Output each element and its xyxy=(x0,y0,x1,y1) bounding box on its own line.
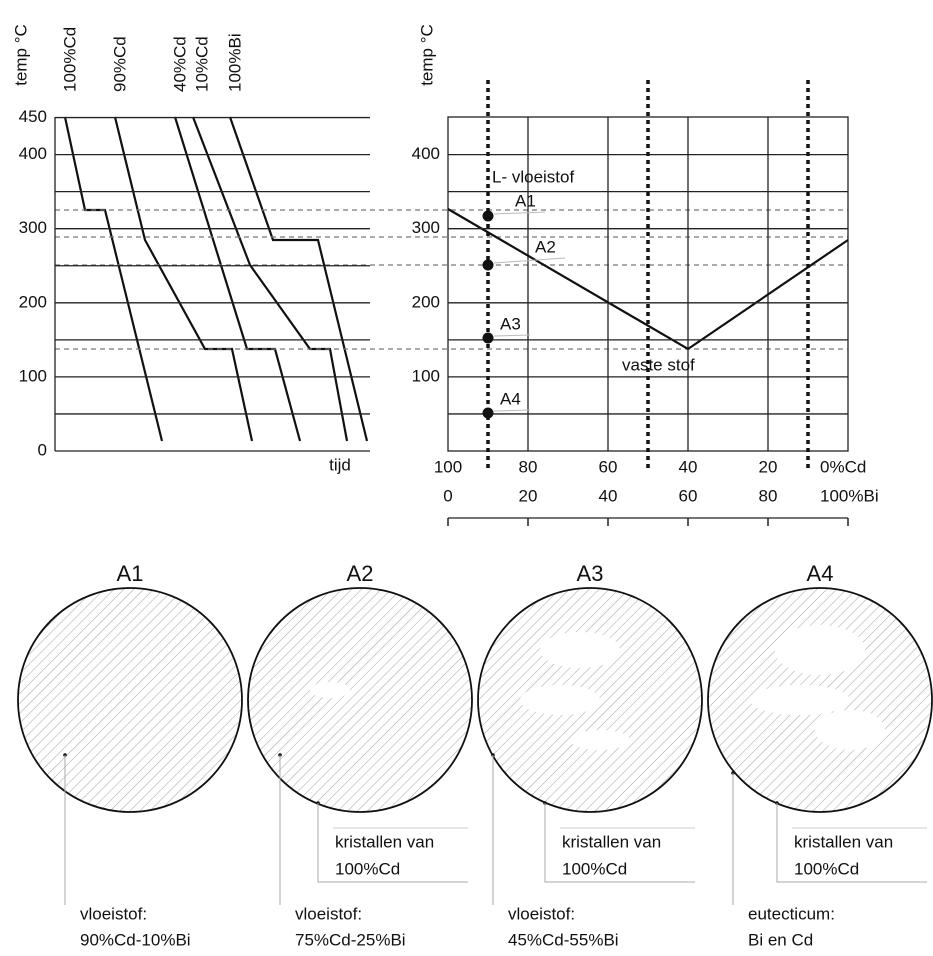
x-label: tijd xyxy=(329,455,351,474)
crystal xyxy=(310,682,350,698)
y-tick-label: 100 xyxy=(412,366,440,385)
callout-text: 75%Cd-25%Bi xyxy=(295,930,406,949)
crystal xyxy=(570,730,630,750)
point-label: A4 xyxy=(500,389,521,408)
y-tick-label: 300 xyxy=(412,218,440,237)
sample-point xyxy=(482,332,494,344)
curve-label: 40%Cd xyxy=(170,36,189,92)
y-label: temp °C xyxy=(11,24,30,86)
micrograph xyxy=(247,587,473,813)
point-label: A1 xyxy=(515,191,536,210)
x-tick-label: 0 xyxy=(443,486,452,505)
crystal xyxy=(520,685,600,715)
sample-point xyxy=(482,259,494,271)
composition-lines xyxy=(486,80,810,470)
y-tick-label: 400 xyxy=(412,144,440,163)
leader xyxy=(544,803,695,883)
callout-text: vloeistof: xyxy=(508,904,575,923)
y-tick-label: 0 xyxy=(38,440,47,459)
sample-title: A3 xyxy=(577,561,604,586)
curve-label: 100%Cd xyxy=(60,27,79,92)
y-tick-label: 450 xyxy=(19,107,47,126)
dashed-guides xyxy=(55,209,848,350)
callout-text: vloeistof: xyxy=(295,904,362,923)
liquidus xyxy=(447,208,849,351)
curve-label: 100%Bi xyxy=(225,33,244,92)
y-tick-label: 100 xyxy=(19,366,47,385)
crystal xyxy=(750,685,850,715)
solid-label: vaste stof xyxy=(622,355,695,374)
callout-text: 100%Cd xyxy=(562,859,627,878)
callout-text: kristallen van xyxy=(794,832,893,851)
y-label: temp °C xyxy=(417,24,436,86)
micrograph xyxy=(17,587,243,813)
point-label: A3 xyxy=(500,314,521,333)
callout-text: eutecticum: xyxy=(748,904,835,923)
x-tick-label: 20 xyxy=(519,486,538,505)
x-tick-label: 80 xyxy=(759,486,778,505)
curve-label: 90%Cd xyxy=(110,36,129,92)
leader xyxy=(776,803,927,883)
crystal xyxy=(815,710,885,750)
cooling-curves xyxy=(63,116,369,442)
callout-text: vloeistof: xyxy=(80,904,147,923)
point-leader xyxy=(493,334,531,337)
liquid-label: L- vloeistof xyxy=(492,167,574,186)
y-tick-label: 200 xyxy=(412,292,440,311)
callout-text: 100%Cd xyxy=(335,859,400,878)
callout-text: 90%Cd-10%Bi xyxy=(80,930,191,949)
callout-text: Bi en Cd xyxy=(748,930,813,949)
x-tick-label: 20 xyxy=(759,457,778,476)
crystal xyxy=(540,632,620,668)
sample-title: A1 xyxy=(117,561,144,586)
leader xyxy=(317,803,468,883)
sample-point xyxy=(482,210,494,222)
crystal xyxy=(775,625,865,675)
callout-text: 45%Cd-55%Bi xyxy=(508,930,619,949)
callout-text: 100%Cd xyxy=(794,859,859,878)
sample-title: A2 xyxy=(347,561,374,586)
x-tick-label: 40 xyxy=(679,457,698,476)
sample-point xyxy=(482,407,494,419)
x-tick-label: 40 xyxy=(599,486,618,505)
point-leader xyxy=(493,257,566,264)
point-label: A2 xyxy=(535,237,556,256)
y-tick-label: 300 xyxy=(19,218,47,237)
callout-text: kristallen van xyxy=(562,832,661,851)
y-tick-label: 400 xyxy=(19,144,47,163)
sample-title: A4 xyxy=(807,561,834,586)
phase-grid xyxy=(527,117,769,451)
point-leader xyxy=(493,211,546,215)
point-leader xyxy=(493,409,531,412)
x-tick-label: 0%Cd xyxy=(820,457,866,476)
x-tick-label: 100 xyxy=(434,457,462,476)
y-tick-label: 200 xyxy=(19,292,47,311)
callout-text: kristallen van xyxy=(335,832,434,851)
x-tick-label: 100%Bi xyxy=(820,486,879,505)
curve-label: 10%Cd xyxy=(192,36,211,92)
x-tick-label: 60 xyxy=(599,457,618,476)
x-tick-label: 60 xyxy=(679,486,698,505)
x-tick-label: 80 xyxy=(519,457,538,476)
